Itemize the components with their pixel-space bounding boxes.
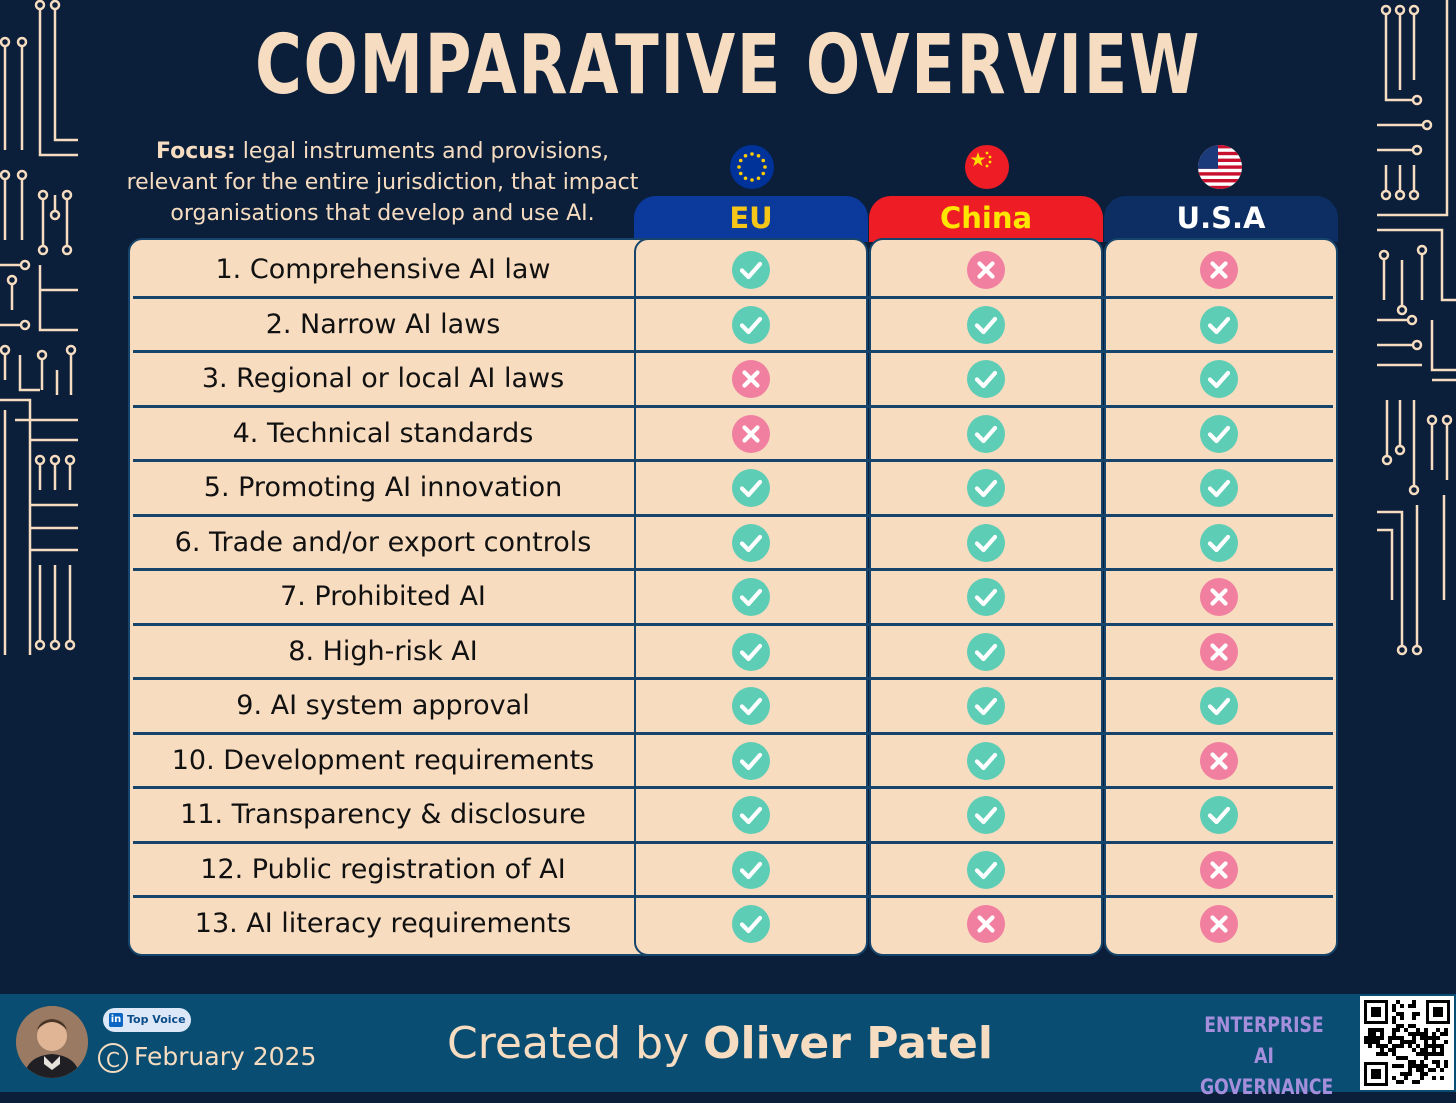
check-icon [967, 360, 1005, 399]
check-icon [1200, 414, 1238, 453]
cross-icon [1200, 850, 1238, 889]
row-label: 5. Promoting AI innovation [203, 472, 563, 503]
focus-note: Focus: legal instruments and provisions,… [110, 136, 655, 229]
author-name: Oliver Patel [703, 1018, 993, 1069]
row-label: 1. Comprehensive AI law [215, 254, 551, 285]
cross-icon [1200, 578, 1238, 617]
check-icon [732, 687, 770, 726]
check-icon [967, 632, 1005, 671]
circuit-decoration-right [1377, 0, 1456, 656]
check-icon [967, 305, 1005, 344]
row-label: 3. Regional or local AI laws [201, 363, 565, 394]
row-divider [133, 622, 1333, 626]
check-icon [1200, 469, 1238, 508]
row-label: 6. Trade and/or export controls [174, 526, 592, 558]
check-icon [967, 796, 1005, 835]
column-header-eu: EU [634, 196, 868, 242]
check-icon [732, 741, 770, 780]
row-divider [133, 513, 1333, 517]
check-icon [732, 850, 770, 889]
check-icon [732, 251, 770, 290]
date-label: February 2025 [134, 1042, 317, 1071]
eu-column-panel [634, 238, 868, 956]
cross-icon [967, 251, 1005, 290]
row-divider [133, 295, 1333, 299]
top-voice-badge: in Top Voice [103, 1008, 191, 1032]
brand-line-2: AI GOVERNANCE [1200, 1044, 1334, 1099]
check-icon [732, 796, 770, 835]
check-icon [967, 414, 1005, 453]
check-icon [732, 469, 770, 508]
cross-icon [1200, 251, 1238, 290]
row-label: 13. AI literacy requirements [194, 908, 572, 939]
copyright-icon: C [98, 1043, 128, 1073]
row-divider [133, 568, 1333, 571]
row-divider [133, 840, 1333, 844]
column-header-label: China [939, 201, 1033, 235]
row-label-panel [128, 238, 648, 956]
check-icon [1200, 305, 1238, 344]
cross-icon [967, 905, 1005, 944]
copyright-note: C February 2025 [98, 1038, 316, 1076]
row-label: 11. Transparency & disclosure [180, 799, 586, 830]
eu-flag-icon [730, 145, 774, 189]
row-label: 9. AI system approval [236, 690, 530, 721]
check-icon [1200, 360, 1238, 399]
footer-bar [0, 994, 1456, 1092]
row-divider [133, 895, 1333, 898]
circuit-decoration-left [0, 0, 78, 655]
check-icon [967, 469, 1005, 508]
row-label: 4. Technical standards [232, 417, 534, 449]
check-icon [732, 905, 770, 944]
row-label: 12. Public registration of AI [200, 853, 566, 885]
row-label: 8. High-risk AI [288, 635, 478, 667]
check-icon [967, 850, 1005, 889]
row-divider [133, 350, 1333, 353]
column-header-label: U.S.A [1176, 201, 1266, 235]
cross-icon [1200, 741, 1238, 780]
brand-line-1: ENTERPRISE [1204, 1013, 1324, 1037]
check-icon [967, 578, 1005, 617]
author-credit: Created by Oliver Patel [440, 1014, 1000, 1074]
usa-flag-icon [1198, 145, 1242, 189]
row-label: 10. Development requirements [171, 744, 595, 776]
check-icon [967, 523, 1005, 562]
cross-icon [1200, 905, 1238, 944]
row-label: 2. Narrow AI laws [265, 308, 501, 340]
author-avatar-icon [16, 1006, 88, 1078]
check-icon [732, 523, 770, 562]
focus-label: Focus: [155, 139, 236, 164]
cross-icon [732, 414, 770, 453]
page-title: COMPARATIVE OVERVIEW [255, 18, 1201, 113]
created-prefix: Created by [447, 1018, 690, 1069]
row-label: 7. Prohibited AI [280, 581, 486, 612]
check-icon [732, 305, 770, 344]
check-icon [967, 741, 1005, 780]
china-flag-icon [965, 145, 1009, 189]
check-icon [1200, 796, 1238, 835]
row-divider [133, 459, 1333, 462]
linkedin-icon: in [109, 1013, 123, 1027]
check-icon [732, 578, 770, 617]
row-divider [133, 404, 1333, 408]
row-divider [133, 731, 1333, 735]
qr-code-icon [1360, 996, 1454, 1090]
column-header-label: EU [729, 201, 773, 235]
row-divider [133, 677, 1333, 680]
row-divider [133, 786, 1333, 789]
badge-label: Top Voice [127, 1013, 186, 1026]
check-icon [732, 632, 770, 671]
check-icon [1200, 523, 1238, 562]
focus-text: legal instruments and provisions, releva… [126, 139, 639, 226]
brand-logo: ENTERPRISE AI GOVERNANCE [1200, 1010, 1334, 1103]
column-header-usa: U.S.A [1104, 196, 1338, 242]
check-icon [1200, 687, 1238, 726]
cross-icon [732, 360, 770, 399]
column-header-china: China [869, 196, 1103, 242]
cross-icon [1200, 632, 1238, 671]
check-icon [967, 687, 1005, 726]
